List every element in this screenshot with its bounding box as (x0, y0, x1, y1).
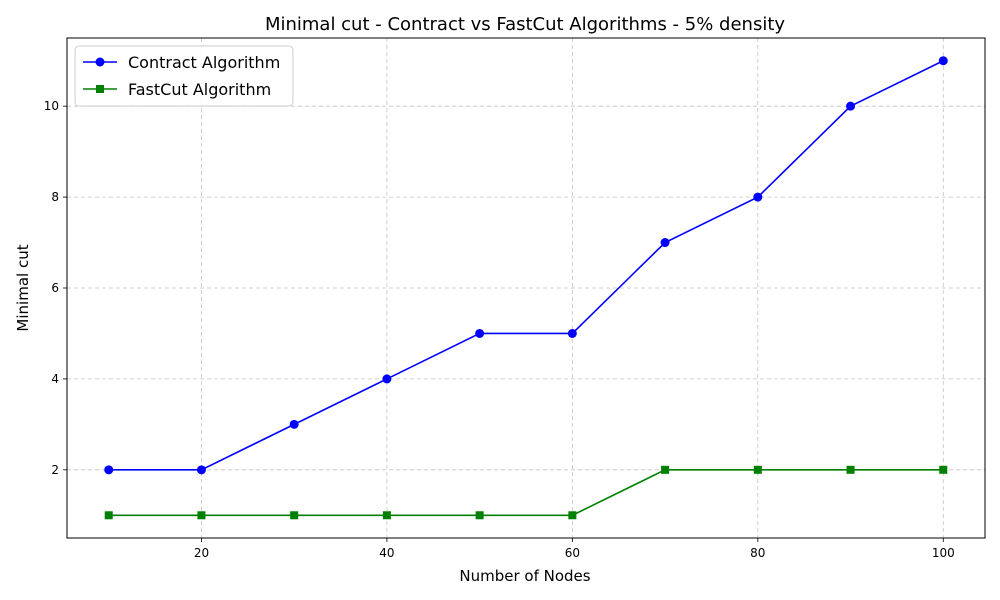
data-point (104, 511, 113, 520)
data-point (475, 328, 485, 338)
series-line (108, 469, 944, 517)
x-tick-label: 80 (750, 546, 765, 560)
data-point (104, 465, 114, 475)
x-tick-label: 60 (565, 546, 580, 560)
legend-box (74, 45, 294, 107)
chart-title: Minimal cut - Contract vs FastCut Algori… (265, 14, 785, 35)
y-tick-label: 8 (51, 190, 59, 204)
series-contract (104, 56, 948, 475)
data-point (196, 465, 206, 475)
data-point (382, 374, 392, 384)
legend-entry: FastCut Algorithm (83, 80, 271, 99)
series-line (108, 60, 944, 471)
legend: Contract Algorithm FastCut Algorithm (74, 45, 294, 107)
axis-ticks: 20 40 60 80 100 2 4 6 8 10 (44, 99, 955, 560)
legend-marker (95, 57, 105, 67)
series-fastcut (104, 465, 948, 520)
x-axis-label: Number of Nodes (459, 567, 590, 585)
x-tick-label: 100 (932, 546, 955, 560)
y-tick-label: 6 (51, 281, 59, 295)
x-tick-label: 40 (379, 546, 394, 560)
legend-label: Contract Algorithm (128, 53, 280, 72)
series-layer (104, 56, 948, 520)
y-tick-label: 10 (44, 99, 59, 113)
data-point (661, 465, 670, 474)
data-point (753, 465, 762, 474)
legend-label: FastCut Algorithm (128, 80, 271, 99)
data-point (939, 465, 948, 474)
data-point (289, 419, 299, 429)
data-point (938, 56, 948, 66)
y-tick-label: 4 (51, 372, 59, 386)
x-tick-label: 20 (194, 546, 209, 560)
data-point (753, 192, 763, 202)
legend-entry: Contract Algorithm (83, 53, 280, 72)
data-point (197, 511, 206, 520)
data-point (660, 238, 670, 248)
legend-marker (96, 85, 104, 93)
data-point (290, 511, 299, 520)
y-axis-label: Minimal cut (14, 244, 32, 331)
data-point (568, 511, 577, 520)
data-point (475, 511, 484, 520)
y-tick-label: 2 (51, 463, 59, 477)
data-point (382, 511, 391, 520)
data-point (567, 328, 577, 338)
data-point (846, 465, 855, 474)
data-point (846, 101, 856, 111)
